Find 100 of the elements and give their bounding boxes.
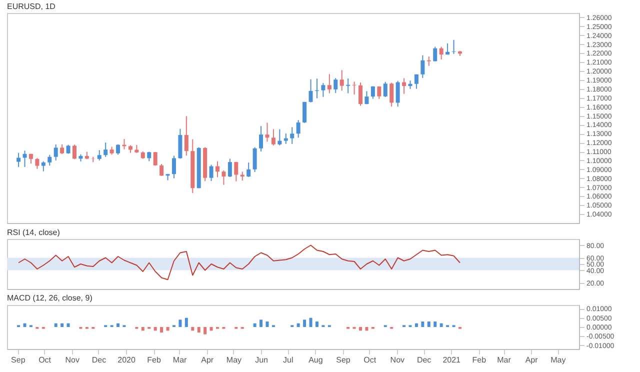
candlestick bbox=[433, 46, 438, 62]
candlestick bbox=[160, 164, 164, 176]
x-tick-label: Mar bbox=[497, 356, 512, 364]
x-tick-label: 2020 bbox=[118, 356, 136, 364]
bar bbox=[414, 323, 418, 327]
candlestick bbox=[35, 158, 40, 170]
bar bbox=[54, 323, 58, 327]
candlestick bbox=[97, 150, 102, 161]
x-tick-label: May bbox=[226, 356, 242, 364]
candlestick bbox=[402, 78, 406, 94]
candlestick bbox=[116, 144, 120, 156]
candlestick bbox=[358, 82, 363, 106]
bar bbox=[197, 327, 200, 332]
bar bbox=[365, 327, 368, 331]
bar bbox=[66, 323, 70, 327]
candlestick bbox=[383, 81, 388, 98]
candlestick bbox=[290, 126, 294, 144]
candlestick bbox=[22, 150, 27, 168]
bar bbox=[204, 327, 207, 334]
bar bbox=[421, 322, 424, 327]
x-tick-label: May bbox=[550, 356, 566, 364]
bar bbox=[116, 323, 120, 327]
bar bbox=[303, 320, 306, 327]
candlestick bbox=[72, 144, 77, 160]
bar bbox=[210, 327, 213, 331]
candlestick bbox=[321, 82, 326, 98]
bar bbox=[184, 318, 188, 327]
bar bbox=[296, 323, 300, 327]
candlestick bbox=[246, 162, 251, 178]
x-tick-label: Sep bbox=[11, 356, 26, 364]
x-tick-label: 2021 bbox=[442, 356, 462, 364]
x-tick-label: Oct bbox=[364, 356, 377, 364]
candlestick bbox=[41, 160, 46, 172]
bar bbox=[260, 320, 263, 327]
x-tick-label: Apr bbox=[525, 356, 538, 364]
candlestick bbox=[259, 126, 264, 152]
candlestick bbox=[222, 170, 226, 186]
candlestick bbox=[252, 146, 257, 173]
candlestick bbox=[420, 54, 425, 78]
x-tick-label: Feb bbox=[472, 356, 487, 364]
candlestick bbox=[370, 86, 375, 100]
candlestick bbox=[327, 74, 332, 94]
candlestick bbox=[346, 78, 350, 94]
bar bbox=[178, 320, 182, 327]
x-tick-label: Nov bbox=[65, 356, 80, 364]
x-tick-label: Aug bbox=[308, 356, 323, 364]
candlestick bbox=[172, 155, 176, 179]
bar bbox=[434, 322, 437, 327]
candlestick bbox=[178, 128, 182, 160]
bar bbox=[160, 327, 164, 332]
candlestick bbox=[296, 120, 300, 138]
candlestick bbox=[302, 101, 307, 124]
bar bbox=[154, 327, 157, 331]
candlestick bbox=[271, 128, 276, 146]
candlestick bbox=[234, 161, 238, 182]
candlestick bbox=[452, 39, 456, 54]
bar bbox=[315, 322, 318, 327]
bar bbox=[191, 327, 194, 331]
candlestick bbox=[308, 78, 313, 103]
bar bbox=[253, 323, 256, 327]
chart-title: RSI (14, close) bbox=[7, 228, 60, 237]
candlestick bbox=[184, 116, 188, 156]
candlestick bbox=[48, 154, 52, 166]
x-tick-label: Oct bbox=[38, 356, 52, 364]
candlestick bbox=[28, 153, 33, 164]
bar bbox=[166, 327, 170, 331]
x-tick-label: Dec bbox=[416, 356, 432, 364]
candlestick bbox=[284, 132, 288, 144]
candlestick bbox=[364, 90, 369, 105]
bar bbox=[141, 327, 144, 331]
candlestick bbox=[265, 122, 270, 142]
x-tick-label: Jun bbox=[255, 356, 268, 364]
candlestick bbox=[340, 70, 344, 92]
x-tick-label: Nov bbox=[390, 356, 405, 364]
bar bbox=[266, 322, 269, 327]
bar bbox=[60, 323, 64, 327]
chart-title: EURUSD, 1D bbox=[7, 2, 56, 11]
bar bbox=[427, 322, 430, 327]
candlestick bbox=[426, 56, 431, 66]
x-tick-label: Feb bbox=[147, 356, 162, 364]
candlestick bbox=[377, 86, 382, 100]
candlestick bbox=[104, 142, 108, 158]
candlestick bbox=[60, 144, 64, 155]
x-tick-label: Sep bbox=[336, 356, 351, 364]
bar bbox=[309, 318, 312, 327]
x-tick-label: Apr bbox=[201, 356, 214, 364]
candlestick bbox=[228, 158, 232, 178]
chart-title: MACD (12, 26, close, 9) bbox=[7, 294, 93, 303]
candlestick bbox=[209, 164, 214, 182]
candlestick bbox=[396, 80, 400, 108]
candlestick bbox=[334, 78, 338, 94]
candlestick bbox=[16, 152, 21, 168]
candlestick bbox=[439, 46, 444, 60]
candlestick bbox=[278, 128, 282, 146]
candlestick bbox=[414, 74, 418, 90]
x-tick-label: Mar bbox=[172, 356, 188, 364]
bar bbox=[23, 323, 26, 327]
candlestick bbox=[54, 144, 58, 161]
x-tick-label: Jul bbox=[283, 356, 294, 364]
bar bbox=[359, 327, 362, 331]
